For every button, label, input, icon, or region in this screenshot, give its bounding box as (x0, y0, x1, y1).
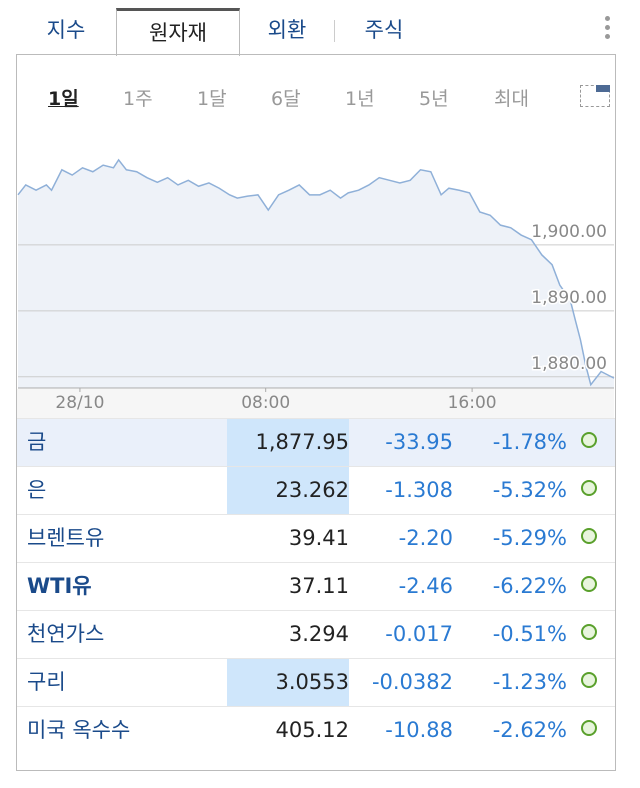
y-tick-label: 1,880.00 (531, 354, 607, 374)
history-icon[interactable] (581, 480, 597, 496)
menu[interactable] (605, 16, 611, 39)
history-icon[interactable] (581, 672, 597, 688)
tab[interactable]: 원자재 (116, 8, 240, 56)
x-tick-label: 16:00 (448, 393, 497, 413)
commodity-name: 브렌트유 (27, 526, 105, 550)
separator (334, 20, 335, 42)
change: -0.017 (385, 622, 453, 646)
change-percent: -2.62% (492, 718, 567, 742)
table-row[interactable]: 은 23.262 -1.308 -5.32% (17, 466, 615, 514)
commodity-name: WTI유 (27, 574, 92, 598)
change-percent: -0.51% (492, 622, 567, 646)
history-icon[interactable] (581, 720, 597, 736)
change: -2.46 (398, 574, 453, 598)
change: -0.0382 (371, 670, 453, 694)
change-percent: -1.23% (492, 670, 567, 694)
change-percent: -6.22% (492, 574, 567, 598)
price: 23.262 (227, 467, 349, 514)
change: -2.20 (398, 526, 453, 550)
panel (16, 54, 616, 771)
period-button[interactable]: 1주 (123, 88, 153, 110)
commodity-name: 구리 (27, 670, 66, 694)
period-button[interactable]: 5년 (419, 88, 449, 110)
period-button[interactable]: 6달 (271, 88, 301, 110)
change-percent: -5.32% (492, 478, 567, 502)
table: 금 1,877.95 -33.95 -1.78% 은 23.262 -1.308 -5.32%… (17, 418, 615, 754)
change: -10.88 (385, 718, 453, 742)
change: -33.95 (385, 430, 453, 454)
chart: 1,880.00 1,890.00 1,900.00 28/10 08:00 16:00 (17, 158, 615, 418)
table-row[interactable]: 미국 옥수수 405.12 -10.88 -2.62% (17, 706, 615, 754)
tab[interactable]: 주식 (364, 18, 404, 42)
price: 3.294 (288, 622, 349, 646)
commodity-name: 천연가스 (27, 622, 105, 646)
table-row[interactable]: 천연가스 3.294 -0.017 -0.51% (17, 610, 615, 658)
period-button[interactable]: 1일 (48, 88, 79, 110)
change-percent: -1.78% (492, 430, 567, 454)
area (18, 159, 614, 388)
commodity-name: 은 (27, 478, 47, 502)
price: 405.12 (275, 718, 349, 742)
table-row[interactable]: 금 1,877.95 -33.95 -1.78% (17, 418, 615, 466)
line (17, 158, 615, 387)
y-tick-label: 1,890.00 (531, 288, 607, 308)
x-tick-label: 28/10 (55, 393, 104, 413)
table-row[interactable]: 브렌트유 39.41 -2.20 -5.29% (17, 514, 615, 562)
price: 37.11 (288, 574, 349, 598)
period-button[interactable]: 1달 (197, 88, 227, 110)
commodity-name: 미국 옥수수 (27, 718, 131, 742)
tab[interactable]: 외환 (267, 18, 307, 42)
y-tick-label: 1,900.00 (531, 222, 607, 242)
x-axis-band (17, 389, 614, 418)
chart-icon[interactable] (580, 85, 610, 107)
commodity-name: 금 (27, 430, 47, 454)
history-icon[interactable] (581, 528, 597, 544)
price: 3.0553 (227, 659, 349, 706)
period-button[interactable]: 1년 (345, 88, 375, 110)
tab[interactable]: 지수 (46, 18, 86, 42)
table-row[interactable]: WTI유 37.11 -2.46 -6.22% (17, 562, 615, 610)
period-button[interactable]: 최대 (494, 88, 529, 110)
history-icon[interactable] (581, 576, 597, 592)
history-icon[interactable] (581, 432, 597, 448)
price: 39.41 (288, 526, 349, 550)
price: 1,877.95 (227, 419, 349, 466)
change: -1.308 (385, 478, 453, 502)
change-percent: -5.29% (492, 526, 567, 550)
table-row[interactable]: 구리 3.0553 -0.0382 -1.23% (17, 658, 615, 706)
history-icon[interactable] (581, 624, 597, 640)
x-tick-label: 08:00 (241, 393, 290, 413)
tab-bar: 지수 원자재 외환 주식 (16, 8, 616, 56)
